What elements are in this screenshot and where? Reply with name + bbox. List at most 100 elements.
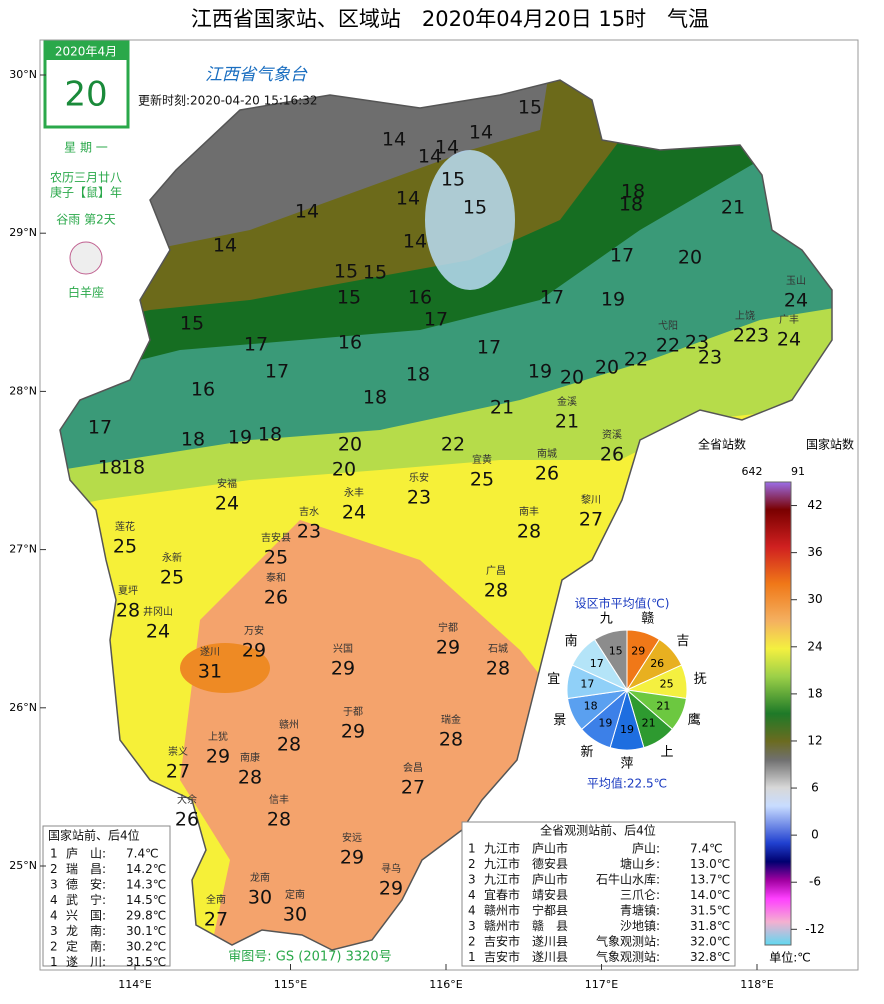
lon-label: 118°E (740, 978, 773, 991)
station-value: 18 (98, 457, 122, 479)
station-value: 20 (332, 459, 356, 481)
cb-tick-label: 42 (807, 498, 822, 512)
table-cell: 瑞 昌: (66, 862, 106, 876)
pie-value: 25 (660, 677, 674, 690)
station-value: 26 (175, 809, 199, 831)
table-cell: 遂 川: (66, 955, 106, 969)
station-value: 15 (441, 169, 465, 191)
station-value: 29 (379, 878, 403, 900)
station-value: 20 (595, 357, 619, 379)
table-cell: 2 (468, 935, 476, 949)
table-cell: 遂川县 (532, 935, 568, 949)
station-value: 22 (656, 335, 680, 357)
cb-right-title: 国家站数 (806, 437, 854, 452)
station-name: 玉山 (786, 275, 806, 287)
all-table (461, 821, 736, 967)
pie-label: 萍 (620, 757, 633, 772)
station-name: 金溪 (557, 395, 577, 408)
station-value: 17 (477, 337, 501, 359)
pie-label: 鹰 (688, 712, 701, 728)
cb-tick-label: 12 (807, 733, 822, 747)
station-value: 18 (621, 181, 645, 203)
station-name: 永丰 (344, 486, 364, 499)
table-cell: 14.5℃ (126, 893, 166, 907)
table-cell: 4 (50, 909, 58, 923)
table-cell: 1 (50, 847, 58, 861)
pie-label: 九 (600, 612, 613, 627)
station-name: 安福 (217, 477, 237, 490)
station-value: 15 (463, 197, 487, 219)
table-cell: 4 (468, 888, 476, 902)
table-cell: 1 (468, 950, 476, 964)
lon-label: 116°E (429, 978, 462, 991)
table-cell: 武 宁: (66, 892, 106, 907)
station-name: 兴国 (333, 643, 353, 655)
station-value: 19 (228, 427, 252, 449)
station-value: 14 (295, 201, 319, 223)
table-cell: 德安县 (532, 856, 568, 871)
table-cell: 塘山乡: (620, 856, 660, 871)
station-value: 17 (244, 334, 268, 356)
station-value: 17 (265, 361, 289, 383)
station-name: 定南 (285, 888, 305, 901)
station-name: 上犹 (208, 731, 228, 743)
station-name: 宜黄 (472, 453, 492, 466)
station-name: 吉水 (299, 506, 319, 518)
title: 江西省国家站、区域站 2020年04月20日 15时 气温 (191, 7, 709, 31)
pie-value: 17 (580, 677, 594, 690)
table-cell: 庐山: (632, 841, 660, 856)
station-value: 18 (258, 424, 282, 446)
station-value: 29 (340, 847, 364, 869)
station-value: 28 (439, 729, 463, 751)
pie-average: 平均值:22.5℃ (587, 776, 667, 791)
station-value: 27 (166, 761, 190, 783)
station-value: 15 (363, 262, 387, 284)
table-cell: 13.0℃ (690, 857, 730, 871)
table-cell: 庐山市 (532, 872, 568, 887)
station-value: 16 (408, 287, 432, 309)
table-cell: 2 (50, 940, 58, 954)
station-name: 乐安 (409, 471, 429, 484)
station-value: 26 (535, 463, 559, 485)
table-cell: 宜春市 (484, 887, 520, 902)
station-value: 20 (560, 367, 584, 389)
table-cell: 九江市 (484, 841, 520, 856)
province-border (59, 79, 833, 951)
pie-label: 抚 (694, 672, 707, 687)
station-value: 14 (418, 146, 442, 168)
station-value: 19 (528, 361, 552, 383)
station-name: 广昌 (486, 565, 506, 577)
station-value: 29 (436, 637, 460, 659)
station-value: 28 (484, 580, 508, 602)
table-cell: 石牛山水库: (596, 872, 660, 887)
station-name: 大余 (177, 793, 197, 806)
cb-tick-label: -6 (809, 875, 821, 889)
table-cell: 14.0℃ (690, 888, 730, 902)
station-name: 吉安县 (261, 531, 291, 544)
station-value: 15 (180, 313, 204, 335)
table-cell: 庐 山: (66, 846, 106, 861)
cb-tick-label: 30 (807, 592, 822, 606)
station-value: 28 (517, 521, 541, 543)
station-value: 24 (342, 502, 366, 524)
table-cell: 13.7℃ (690, 873, 730, 887)
table-cell: 赣州市 (484, 918, 520, 933)
table-cell: 3 (468, 919, 476, 933)
weekday: 星 期 一 (64, 141, 108, 155)
zodiac: 白羊座 (68, 285, 104, 300)
station-value: 21 (555, 411, 579, 433)
station-name: 莲花 (115, 520, 135, 533)
table-cell: 31.5℃ (690, 904, 730, 918)
table-cell: 1 (50, 955, 58, 969)
station-value: 18 (181, 429, 205, 451)
table-cell: 3 (50, 924, 58, 938)
cb-left-total: 642 (742, 465, 763, 478)
station-value: 21 (721, 197, 745, 219)
pie-label: 宜 (547, 672, 560, 687)
station-name: 南城 (537, 447, 557, 460)
cb-right-total: 91 (791, 465, 805, 478)
table-cell: 龙 南: (66, 923, 106, 938)
station-name: 崇义 (168, 746, 188, 758)
table-cell: 30.2℃ (126, 940, 166, 954)
station-name: 遂川 (200, 645, 220, 658)
